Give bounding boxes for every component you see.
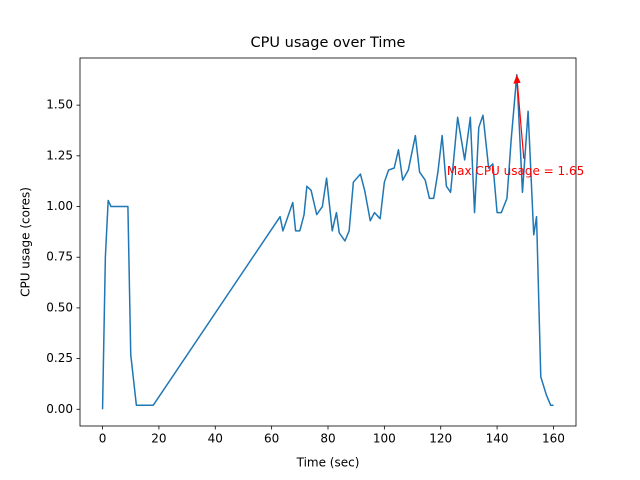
x-tick-label: 140 [486, 432, 509, 446]
plot-frame [79, 57, 577, 427]
y-tick-label: 0.25 [46, 351, 73, 365]
x-tick-label: 80 [320, 432, 335, 446]
x-axis-label: Time (sec) [296, 456, 360, 470]
y-tick-label: 1.50 [46, 98, 73, 112]
x-tick-label: 120 [429, 432, 452, 446]
y-tick-label: 0.75 [46, 250, 73, 264]
data-line [101, 73, 554, 410]
annotation-text: Max CPU usage = 1.65 [447, 164, 584, 178]
y-tick-label: 0.00 [46, 402, 73, 416]
x-tick-label: 60 [264, 432, 279, 446]
chart-title: CPU usage over Time [251, 35, 406, 51]
annotation-arrow [516, 76, 525, 159]
y-tick-label: 1.25 [46, 148, 73, 162]
y-tick-label: 1.00 [46, 199, 73, 213]
x-tick-label: 40 [208, 432, 223, 446]
x-tick-label: 160 [542, 432, 565, 446]
x-tick-label: 100 [373, 432, 396, 446]
x-tick-label: 0 [99, 432, 107, 446]
annotation-arrowhead [513, 74, 521, 84]
y-tick-label: 0.50 [46, 300, 73, 314]
y-axis-label: CPU usage (cores) [19, 187, 33, 297]
x-tick-label: 20 [151, 432, 166, 446]
